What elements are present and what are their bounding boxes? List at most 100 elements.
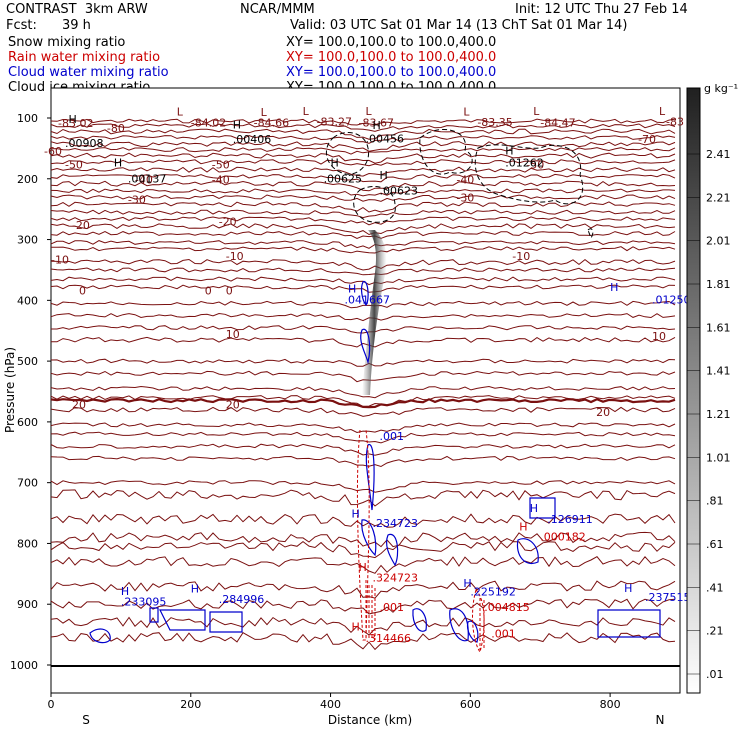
- cloud-water-contour: [449, 608, 469, 642]
- cloud-water-max-label: .126911: [547, 513, 593, 526]
- legend-rain: Rain water mixing ratio: [8, 50, 161, 65]
- isotherm-label: 0: [79, 284, 86, 297]
- high-marker: H: [530, 502, 538, 515]
- isotherm-line: [51, 336, 676, 348]
- colorbar-unit: g kg⁻¹: [704, 82, 738, 95]
- cloud-water-max-label: .012508: [652, 293, 698, 306]
- y-axis: 100 200 300 400 500 600 700 800 900 1000: [10, 112, 51, 672]
- y-tick-label: 100: [17, 112, 38, 125]
- temperature-contours: [50, 118, 676, 651]
- cloud-water-contour: [360, 281, 369, 306]
- y-tick-label: 700: [17, 477, 38, 490]
- init-time: Init: 12 UTC Thu 27 Feb 14: [515, 2, 688, 17]
- isotherm-line: [50, 123, 676, 132]
- valid-time: Valid: 03 UTC Sat 01 Mar 14 (13 ChT Sat …: [290, 18, 628, 33]
- isotherm-line: [50, 258, 676, 271]
- cloud-water-contour: [516, 538, 539, 564]
- isotherm-line: [50, 489, 676, 507]
- legend-rain-xy: XY= 100.0,100.0 to 100.0,400.0: [286, 50, 497, 65]
- min-temp-label: -83.02: [58, 117, 93, 130]
- isotherm-line: [50, 300, 676, 309]
- rain-max-label: .324723: [372, 572, 418, 585]
- colorbar-label: .41: [706, 581, 724, 594]
- isotherm-line: [50, 240, 676, 249]
- isotherm-line: [50, 118, 676, 126]
- isotherm-label: 20: [596, 406, 610, 419]
- y-tick-label: 300: [17, 234, 38, 247]
- legend-cloud-water: Cloud water mixing ratio: [8, 65, 169, 80]
- low-marker: L: [533, 105, 540, 118]
- isotherm-line: [50, 284, 676, 293]
- isotherm-label: -20: [219, 216, 237, 229]
- cloud-ice-max-label: .01262: [505, 157, 544, 170]
- high-marker: H: [348, 282, 356, 295]
- isotherm-label: 0: [205, 284, 212, 297]
- colorbar-ticks: 2.41 2.21 2.01 1.81 1.61 1.41 1.21 1.01 .81 .61 .4…: [687, 148, 731, 681]
- y-axis-title: Pressure (hPa): [3, 347, 17, 433]
- cloud-water-max-label: .284996: [219, 593, 265, 606]
- colorbar-label: 1.21: [706, 408, 731, 421]
- min-temp-label: -84.02: [191, 117, 226, 130]
- y-tick-label: 500: [17, 355, 38, 368]
- isotherm-line: [50, 128, 676, 140]
- isotherm-label: 20: [226, 399, 240, 412]
- legend-snow: Snow mixing ratio: [8, 35, 126, 50]
- cloud-water-max-label: .041667: [345, 293, 391, 306]
- cloud-ice-contour: [474, 144, 584, 205]
- contour-labels: -80-70-60-50 -50 -50-40 -40 -40-30 -30-20 -20-…: [44, 115, 698, 645]
- rain-max-label: .000182: [540, 530, 586, 543]
- cloud-water-contour: [412, 608, 427, 632]
- x-tick-label: 800: [600, 698, 621, 711]
- isotherm-label: -20: [72, 219, 90, 232]
- isotherm-line: [50, 230, 676, 240]
- cloud-water-max-label: .234723: [372, 517, 418, 530]
- cloud-ice-contour: [353, 186, 396, 223]
- cloud-ice-max-label: .00456: [366, 132, 405, 145]
- y-tick-label: 900: [17, 598, 38, 611]
- isotherm-label: -10: [51, 253, 69, 266]
- isotherm-line: [50, 632, 676, 651]
- isotherm-label: -10: [226, 250, 244, 263]
- cloud-water-contour: [365, 443, 375, 511]
- isotherm-label: -70: [638, 133, 656, 146]
- rain-max-label: .004815: [484, 601, 530, 614]
- high-marker: H: [372, 119, 380, 132]
- colorbar-label: 1.81: [706, 278, 731, 291]
- cloud-ice-contour: [419, 129, 473, 175]
- isotherm-line: [50, 406, 676, 417]
- isotherm-line: [50, 166, 676, 177]
- high-marker: H: [352, 620, 360, 633]
- legend-cloud-water-xy: XY= 100.0,100.0 to 100.0,400.0: [286, 65, 497, 80]
- isotherm-line: [51, 325, 676, 334]
- isotherm-line: [50, 180, 676, 192]
- colorbar-label: 2.21: [706, 191, 731, 204]
- isotherm-line: [50, 173, 676, 183]
- cloud-ice-max-label: .00623: [379, 185, 418, 198]
- isotherm-label: 20: [72, 399, 86, 412]
- isotherm-line: [50, 455, 676, 468]
- rain-max-label: .314466: [366, 632, 412, 645]
- isotherm-label: 0: [226, 284, 233, 297]
- isotherm-line: [50, 480, 676, 493]
- low-marker: L: [366, 105, 373, 118]
- isotherm-line: [50, 370, 676, 383]
- rain-contour: [472, 589, 485, 654]
- cloud-water-contours: [89, 281, 661, 644]
- isotherm-label: 10: [226, 328, 240, 341]
- isotherm-line: [50, 580, 676, 599]
- high-marker: H: [68, 113, 76, 126]
- x-tick-label: 600: [460, 698, 481, 711]
- isotherm-line: [50, 209, 676, 219]
- min-temp-label: -84.66: [254, 117, 289, 130]
- cloud-water-contour: [529, 497, 556, 519]
- cloud-ice-contour: [325, 132, 370, 175]
- snow-streak: [362, 230, 387, 395]
- high-marker: H: [352, 507, 360, 520]
- y-tick-label: 1000: [10, 659, 38, 672]
- colorbar-label: 2.01: [706, 235, 731, 248]
- x-end-right: N: [656, 713, 665, 727]
- min-temp-label: -83: [666, 115, 684, 128]
- low-marker: L: [659, 105, 666, 118]
- rain-max-label: .001: [491, 628, 516, 641]
